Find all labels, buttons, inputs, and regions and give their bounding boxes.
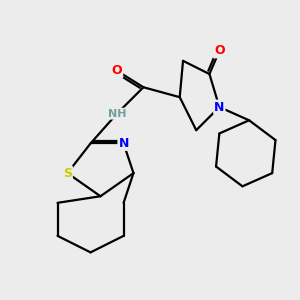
Text: O: O bbox=[112, 64, 122, 77]
Text: N: N bbox=[118, 137, 129, 150]
Text: NH: NH bbox=[108, 109, 126, 119]
Text: N: N bbox=[214, 100, 224, 114]
Text: S: S bbox=[63, 167, 72, 180]
Text: O: O bbox=[214, 44, 225, 57]
